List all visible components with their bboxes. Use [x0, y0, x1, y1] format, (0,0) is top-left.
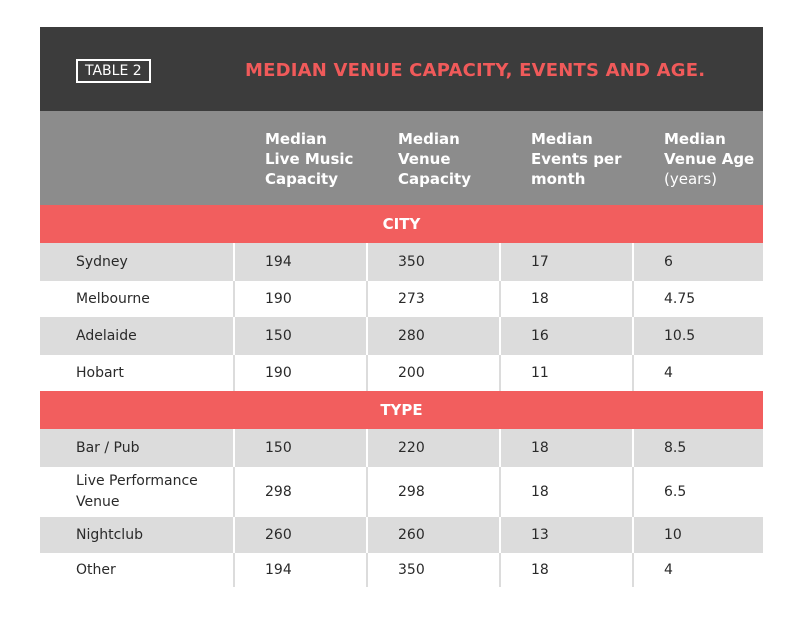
cell-value: 6	[664, 254, 673, 270]
row-label: Adelaide	[40, 317, 235, 355]
cell-value: 16	[501, 317, 634, 355]
cell-value: 6.5	[664, 484, 687, 500]
header-cell-live-music-capacity: Median Live Music Capacity	[265, 130, 354, 188]
cell-value: 200	[368, 355, 501, 391]
cell-value: 18	[501, 429, 634, 467]
cell-value: 260	[368, 517, 501, 553]
table-row: Nightclub 260 260 13 10	[40, 517, 763, 553]
cell-value: 10.5	[664, 328, 696, 344]
row-label: Sydney	[40, 243, 235, 281]
cell-value: 220	[368, 429, 501, 467]
section-header-type: TYPE	[40, 391, 763, 429]
cell-value: 4	[664, 365, 673, 381]
header-cell-venue-age: Median Venue Age (years)	[664, 130, 755, 188]
cell-value: 260	[235, 517, 368, 553]
cell-value: 18	[501, 467, 634, 517]
row-label: Live Performance Venue	[40, 467, 235, 517]
table-title: MEDIAN VENUE CAPACITY, EVENTS AND AGE.	[245, 60, 706, 81]
venue-table: TABLE 2 MEDIAN VENUE CAPACITY, EVENTS AN…	[40, 27, 763, 587]
cell-value: 8.5	[664, 440, 687, 456]
section-header-city: CITY	[40, 205, 763, 243]
table-row: Adelaide 150 280 16 10.5	[40, 317, 763, 355]
cell-value: 17	[501, 243, 634, 281]
cell-value: 298	[368, 467, 501, 517]
row-label: Bar / Pub	[40, 429, 235, 467]
row-label: Nightclub	[40, 517, 235, 553]
table-row: Live Performance Venue 298 298 18 6.5	[40, 467, 763, 517]
cell-value: 298	[235, 467, 368, 517]
row-label: Other	[40, 553, 235, 587]
cell-value: 11	[501, 355, 634, 391]
cell-value: 350	[368, 553, 501, 587]
cell-value: 280	[368, 317, 501, 355]
header-cell-blank	[40, 111, 235, 205]
table-row: Melbourne 190 273 18 4.75	[40, 281, 763, 317]
cell-value: 194	[235, 553, 368, 587]
cell-value: 4	[664, 562, 673, 578]
cell-value: 190	[235, 281, 368, 317]
cell-value: 350	[368, 243, 501, 281]
cell-value: 13	[501, 517, 634, 553]
header-cell-venue-capacity: Median Venue Capacity	[398, 130, 471, 188]
header-cell-events-per-month: Median Events per month	[531, 130, 622, 188]
cell-value: 194	[235, 243, 368, 281]
cell-value: 150	[235, 429, 368, 467]
row-label: Melbourne	[40, 281, 235, 317]
cell-value: 4.75	[664, 291, 696, 307]
table-number-tag: TABLE 2	[76, 59, 151, 83]
cell-value: 18	[501, 281, 634, 317]
row-label: Hobart	[40, 355, 235, 391]
table-row: Bar / Pub 150 220 18 8.5	[40, 429, 763, 467]
table-row: Hobart 190 200 11 4	[40, 355, 763, 391]
cell-value: 190	[235, 355, 368, 391]
cell-value: 18	[501, 553, 634, 587]
cell-value: 150	[235, 317, 368, 355]
cell-value: 10	[664, 527, 682, 543]
cell-value: 273	[368, 281, 501, 317]
table-title-bar: TABLE 2 MEDIAN VENUE CAPACITY, EVENTS AN…	[40, 27, 763, 111]
table-row: Other 194 350 18 4	[40, 553, 763, 587]
table-row: Sydney 194 350 17 6	[40, 243, 763, 281]
table-header-row: Median Live Music Capacity Median Venue …	[40, 111, 763, 205]
